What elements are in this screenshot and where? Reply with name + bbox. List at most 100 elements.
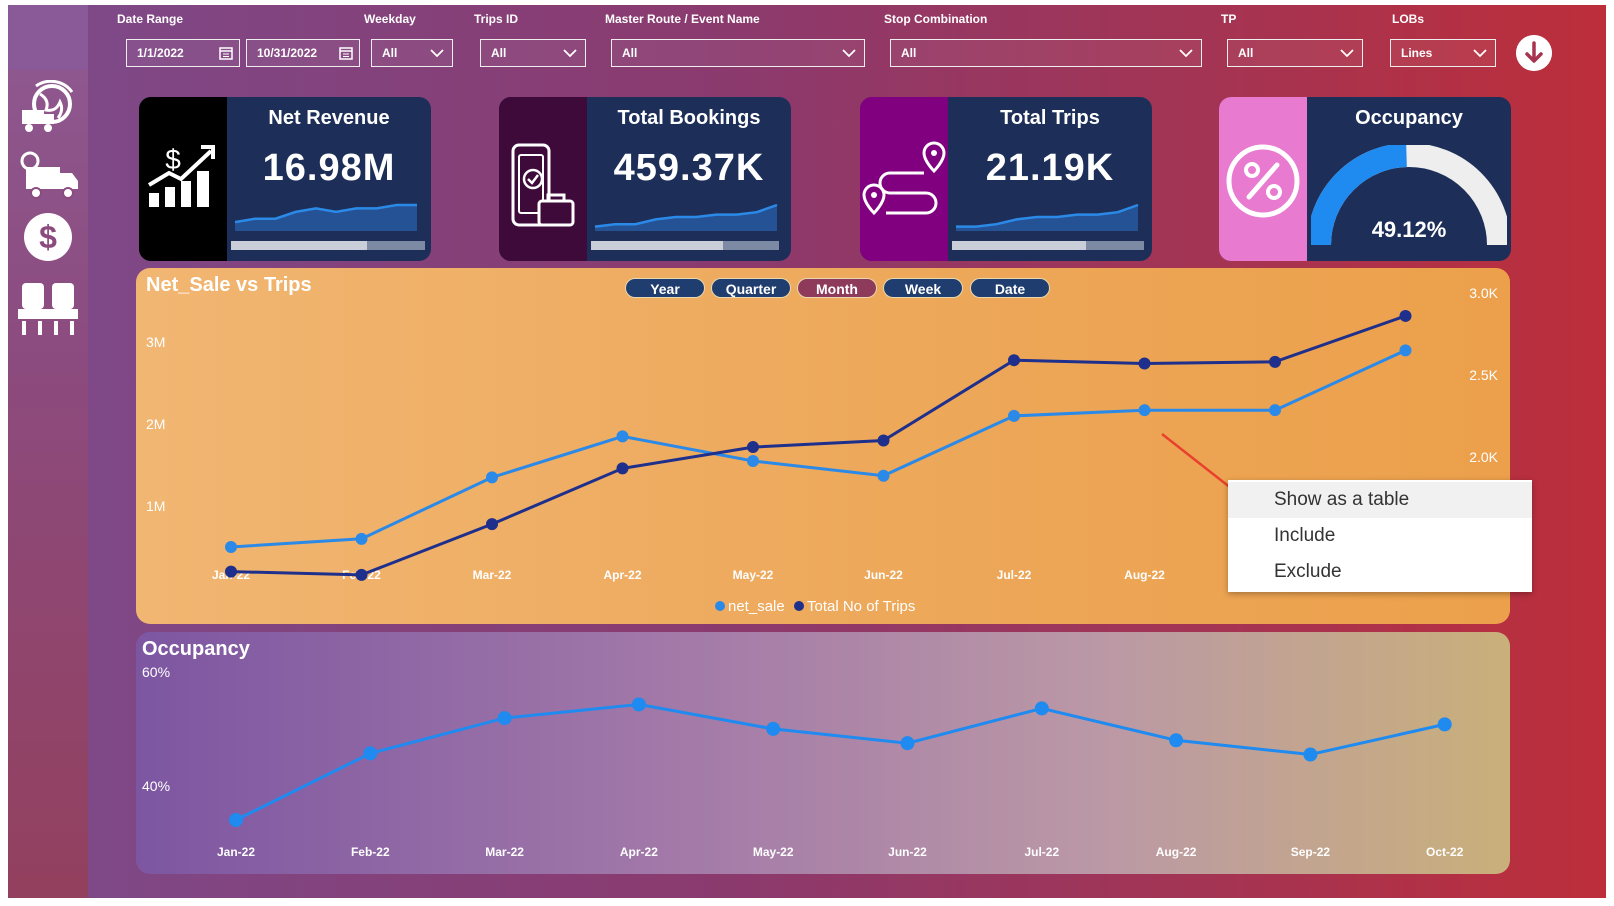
y-axis-tick-label: 60%	[142, 664, 170, 680]
card-title: Total Trips	[1000, 107, 1100, 129]
data-point	[229, 813, 243, 827]
card-icon-panel: $	[139, 97, 227, 261]
date-start-input[interactable]: 1/1/2022	[126, 39, 240, 67]
data-point	[1399, 309, 1412, 322]
date-end-input[interactable]: 10/31/2022	[246, 39, 360, 67]
total-bookings-card[interactable]: Total Bookings 459.37K	[499, 97, 791, 261]
calendar-icon[interactable]	[339, 46, 353, 60]
lobs-label: LOBs	[1392, 12, 1425, 26]
svg-text:$: $	[39, 219, 57, 255]
series-line	[230, 349, 1407, 549]
data-point	[225, 565, 237, 578]
globe-truck-icon[interactable]	[16, 80, 80, 140]
data-point	[877, 434, 890, 447]
date-start-value: 1/1/2022	[137, 46, 184, 60]
data-point	[1269, 355, 1281, 368]
data-point	[747, 441, 759, 454]
data-point	[486, 518, 498, 531]
dollar-icon[interactable]: $	[16, 207, 80, 267]
svg-text:$: $	[165, 144, 181, 175]
tp-label: TP	[1221, 12, 1237, 26]
data-point	[486, 471, 498, 484]
chevron-down-icon	[842, 49, 856, 58]
period-button-date[interactable]: Date	[970, 278, 1050, 298]
total-trips-card[interactable]: Total Trips 21.19K	[860, 97, 1152, 261]
trips-id-label: Trips ID	[474, 12, 519, 26]
seats-icon[interactable]	[16, 279, 80, 339]
data-point	[1008, 354, 1020, 367]
period-button-quarter[interactable]: Quarter	[711, 278, 791, 298]
net-sale-trips-line-chart[interactable]: 1M2M3M2.0K2.5K3.0KJan-22Feb-22Mar-22Apr-…	[136, 268, 1510, 624]
x-axis-tick-label: May-22	[733, 568, 774, 582]
card-value: 21.19K	[985, 147, 1115, 189]
data-point	[225, 541, 237, 554]
lobs-value: Lines	[1401, 46, 1433, 60]
chevron-down-icon	[563, 49, 577, 58]
legend-marker	[715, 601, 725, 611]
delivery-truck-icon[interactable]	[16, 147, 80, 207]
x-axis-tick-label: Aug-22	[1156, 845, 1197, 859]
data-point	[631, 697, 646, 712]
data-point	[363, 746, 378, 761]
data-point	[877, 469, 890, 482]
trips-id-dropdown[interactable]: All	[480, 39, 586, 67]
weekday-dropdown[interactable]: All	[371, 39, 453, 67]
card-progress-track	[591, 241, 779, 250]
net-revenue-card[interactable]: $ Net Revenue 16.98M	[139, 97, 431, 261]
legend-marker	[794, 601, 804, 611]
card-value: 16.98M	[262, 147, 396, 189]
data-point	[1269, 404, 1281, 417]
occupancy-line-chart[interactable]: 40% 60% Jan-22 Feb-22 Mar-22 Apr-22 May-22 Jun-…	[136, 632, 1510, 874]
data-point	[1169, 733, 1184, 748]
download-arrow-icon[interactable]	[1516, 35, 1552, 71]
y2-axis-tick-label: 2.0K	[1469, 449, 1498, 465]
context-menu: Show as a table Include Exclude	[1228, 480, 1532, 592]
data-point	[1034, 701, 1049, 716]
y2-axis-tick-label: 3.0K	[1469, 285, 1498, 301]
stop-combination-value: All	[901, 46, 917, 60]
sparkline-line	[594, 203, 778, 228]
chevron-down-icon	[1473, 49, 1487, 58]
period-button-year[interactable]: Year	[625, 278, 705, 298]
card-sparkline	[594, 203, 778, 231]
card-title: Occupancy	[1355, 107, 1463, 129]
menu-item-exclude[interactable]: Exclude	[1274, 561, 1342, 582]
percent-icon	[1226, 144, 1300, 218]
period-button-week[interactable]: Week	[883, 278, 963, 298]
date-range-label: Date Range	[117, 12, 184, 26]
lobs-dropdown[interactable]: Lines	[1390, 39, 1496, 67]
card-progress-fill	[591, 241, 723, 250]
x-axis-tick-label: Apr-22	[620, 845, 658, 859]
master-route-dropdown[interactable]: All	[611, 39, 865, 67]
x-axis-tick-label: Aug-22	[1124, 568, 1165, 582]
chevron-down-icon	[430, 49, 444, 58]
menu-item-show-as-table[interactable]: Show as a table	[1228, 482, 1532, 518]
menu-item-include[interactable]: Include	[1274, 525, 1336, 546]
card-progress-fill	[231, 241, 367, 250]
x-axis-tick-label: Feb-22	[351, 845, 390, 859]
data-point	[616, 462, 629, 475]
data-point	[1138, 357, 1151, 370]
panel-title: Net_Sale vs Trips	[146, 274, 312, 296]
data-point	[766, 721, 781, 736]
x-axis-tick-label: Jul-22	[1024, 845, 1059, 859]
x-axis-tick-label: May-22	[753, 845, 794, 859]
stop-combination-dropdown[interactable]: All	[890, 39, 1202, 67]
sparkline-line	[234, 203, 417, 224]
occupancy-card[interactable]: Occupancy 49.12%	[1219, 97, 1511, 261]
legend-label: Total No of Trips	[807, 598, 915, 615]
period-button-month[interactable]: Month	[797, 278, 877, 298]
calendar-icon[interactable]	[219, 46, 233, 60]
route-map-icon	[862, 141, 946, 216]
legend-label: net_sale	[728, 598, 785, 615]
tp-dropdown[interactable]: All	[1227, 39, 1363, 67]
card-icon-panel	[1219, 97, 1307, 261]
sidebar: $	[8, 5, 88, 898]
data-point	[1138, 404, 1151, 417]
gauge-value: 49.12%	[1372, 217, 1447, 242]
gauge-fill	[1311, 145, 1408, 246]
revenue-chart-icon: $	[147, 144, 215, 207]
occupancy-gauge: 49.12%	[1311, 145, 1507, 246]
card-icon-panel	[860, 97, 948, 261]
master-route-value: All	[622, 46, 638, 60]
